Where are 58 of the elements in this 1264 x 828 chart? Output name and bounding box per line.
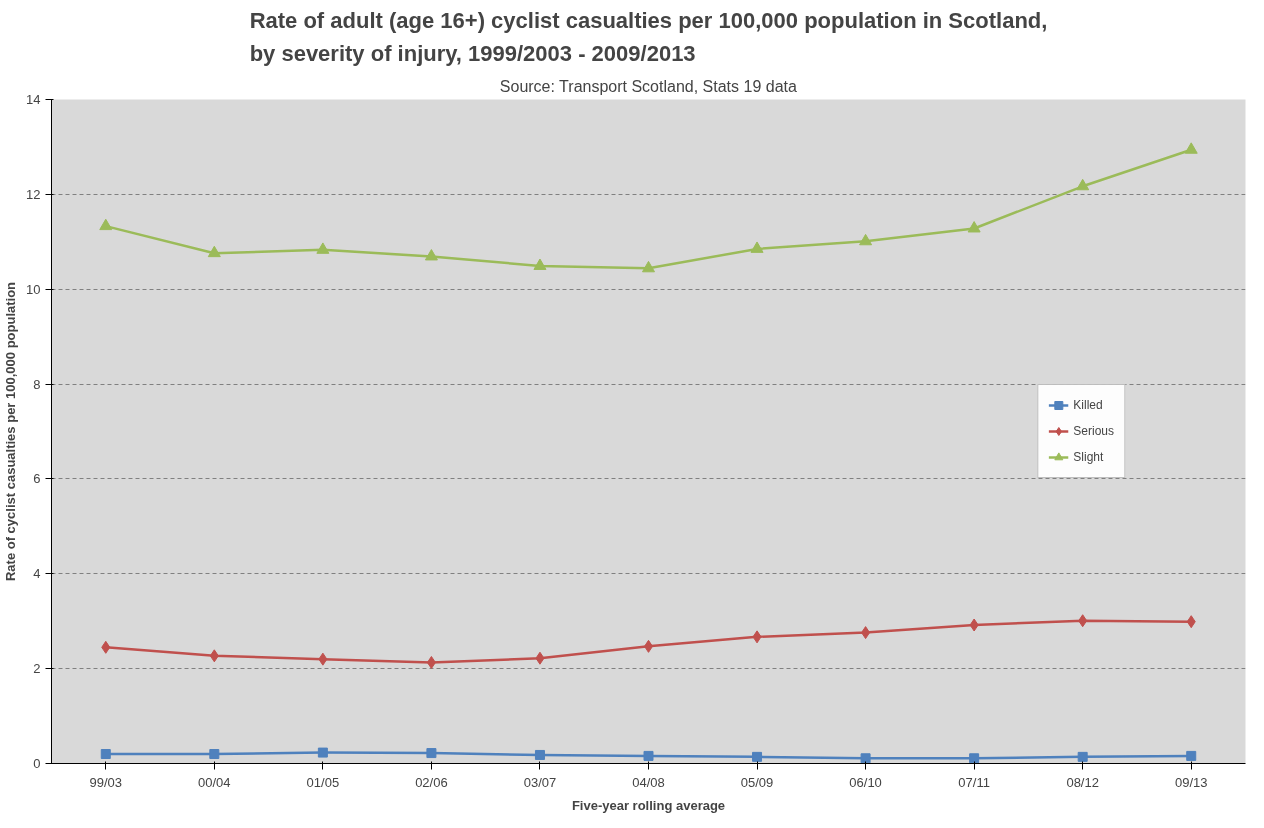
point xyxy=(967,221,981,233)
x-tick-label: 01/05 xyxy=(306,774,340,790)
x-tick-label: 03/07 xyxy=(523,774,557,790)
point xyxy=(534,749,545,760)
point xyxy=(859,233,873,246)
point xyxy=(1077,751,1088,762)
point xyxy=(535,651,545,665)
point xyxy=(750,241,764,253)
point xyxy=(317,747,328,758)
point xyxy=(316,242,330,254)
point xyxy=(424,249,438,261)
point xyxy=(969,618,979,632)
point xyxy=(1184,142,1198,154)
x-tick-label: 06/10 xyxy=(849,774,882,790)
y-tick-label: 0 xyxy=(33,756,41,771)
point xyxy=(209,749,220,760)
x-tick-label: 05/09 xyxy=(740,774,774,790)
y-tick-label: 4 xyxy=(33,566,41,582)
x-tick-label: 09/13 xyxy=(1174,774,1208,790)
y-tick-label: 10 xyxy=(26,281,41,297)
y-tick-label: 12 xyxy=(26,186,41,202)
point xyxy=(101,640,111,654)
point xyxy=(1186,615,1196,629)
x-axis-title: Five-year rolling average xyxy=(571,797,726,813)
x-tick-label: 04/08 xyxy=(632,774,665,790)
x-tick-label: 02/06 xyxy=(415,774,448,790)
point xyxy=(99,218,113,231)
point xyxy=(861,626,871,640)
x-tick-label: 08/12 xyxy=(1066,774,1099,790)
point xyxy=(207,245,221,258)
point xyxy=(860,753,871,764)
x-tick-label: 99/03 xyxy=(89,774,123,790)
point xyxy=(643,750,654,761)
y-axis-title: Rate of cyclist casualties per 100,000 population xyxy=(3,281,19,582)
legend-label: Serious xyxy=(1073,424,1114,438)
point xyxy=(1186,750,1197,761)
x-tick-label: 07/11 xyxy=(958,774,990,790)
legend-label: Killed xyxy=(1073,398,1103,412)
point xyxy=(100,749,111,760)
y-tick-label: 14 xyxy=(26,92,41,107)
point xyxy=(1076,178,1090,191)
point xyxy=(642,260,655,273)
point xyxy=(752,630,762,644)
point xyxy=(1078,614,1088,628)
y-tick-label: 6 xyxy=(33,471,41,487)
source-note: Source: Transport Scotland, Stats 19 data xyxy=(499,77,797,95)
chart-title: Rate of adult (age 16+) cyclist casualties per 100,000 population in Scotland, by severity of injury, 1999/2003 - 2009/2013 xyxy=(249,8,1048,66)
point xyxy=(426,655,436,669)
point xyxy=(426,748,437,759)
y-tick-label: 2 xyxy=(33,661,41,677)
point xyxy=(209,649,219,663)
y-tick-label: 8 xyxy=(33,376,41,392)
legend-label: Slight xyxy=(1073,450,1104,464)
point xyxy=(752,751,763,762)
x-tick-label: 00/04 xyxy=(198,774,231,790)
point xyxy=(969,753,980,764)
point xyxy=(533,258,547,270)
point xyxy=(318,652,328,666)
